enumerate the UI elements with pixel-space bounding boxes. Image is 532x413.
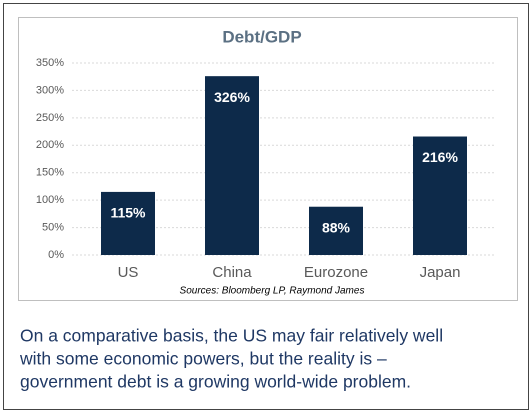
value-label: 326% (214, 89, 250, 105)
x-tick-label: China (212, 264, 252, 281)
y-tick-label: 50% (42, 221, 64, 233)
y-tick-label: 250% (36, 112, 64, 124)
x-tick-label: US (118, 264, 139, 281)
y-tick-label: 0% (48, 249, 64, 261)
bar (309, 206, 363, 255)
value-label: 88% (322, 219, 351, 235)
y-tick-label: 100% (36, 194, 64, 206)
x-tick-label: Eurozone (304, 264, 368, 281)
value-label: 216% (422, 149, 458, 165)
bar (101, 191, 155, 255)
caption-line: On a comparative basis, the US may fair … (20, 326, 443, 346)
y-tick-label: 150% (36, 167, 64, 179)
y-tick-label: 300% (36, 84, 64, 96)
caption-line: government debt is a growing world-wide … (20, 372, 411, 392)
chart-title: Debt/GDP (222, 27, 301, 46)
value-label: 115% (110, 205, 146, 221)
source: Sources: Bloomberg LP, Raymond James (180, 286, 365, 297)
y-tick-label: 200% (36, 139, 64, 151)
caption-line: with some economic powers, but the reali… (19, 349, 387, 369)
y-tick-label: 350% (36, 57, 64, 69)
bar (413, 136, 467, 255)
x-tick-label: Japan (420, 264, 461, 281)
bar (205, 76, 259, 255)
